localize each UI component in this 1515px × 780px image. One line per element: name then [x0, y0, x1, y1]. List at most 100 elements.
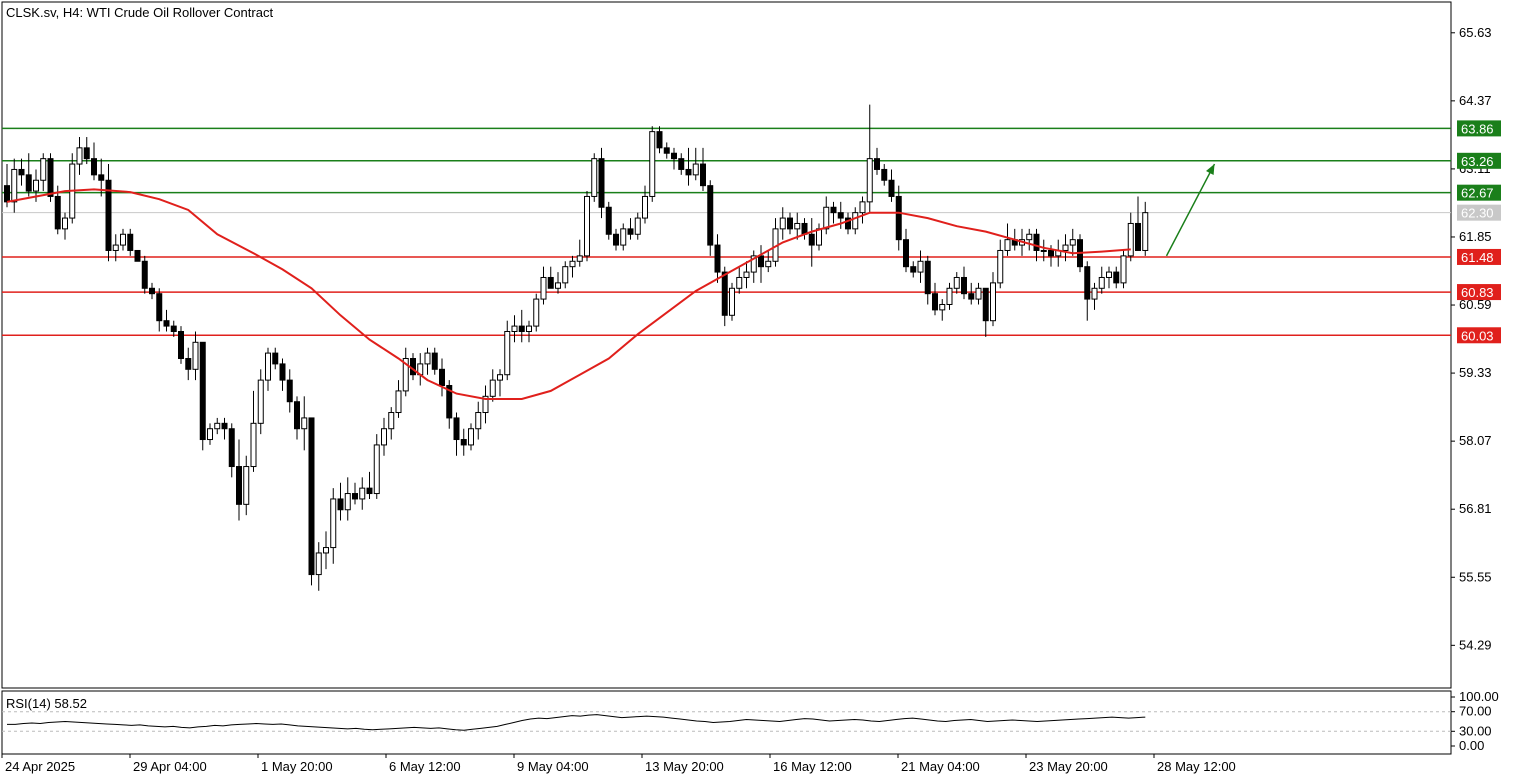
candle-body-bull	[192, 341, 199, 370]
candle-body-bear	[431, 352, 438, 370]
candle	[736, 266, 743, 294]
candle	[504, 320, 511, 381]
rsi-tick-label: 30.00	[1459, 723, 1492, 738]
resistance-level-tag	[1457, 120, 1501, 137]
candle	[961, 266, 967, 300]
candle	[866, 104, 873, 213]
candle-body-bull	[424, 352, 431, 365]
candle-body-bear	[18, 168, 25, 176]
candle	[526, 320, 532, 343]
candle	[649, 126, 656, 202]
candle	[1040, 239, 1047, 262]
candle	[192, 331, 199, 381]
candle	[750, 250, 757, 283]
candle-body-bull	[953, 276, 960, 289]
candle-body-bull	[765, 260, 772, 268]
candle-body-bear	[272, 352, 279, 365]
candle-body-bull	[373, 444, 380, 495]
candle	[76, 137, 83, 175]
last-price-tag	[1457, 204, 1501, 221]
candle	[656, 126, 663, 154]
candle	[315, 542, 322, 591]
candle-body-bull	[569, 260, 576, 268]
candle-body-bear	[714, 244, 721, 273]
candle-body-bear	[598, 158, 605, 208]
candle-body-bear	[663, 147, 670, 154]
resistance-level-tag-label: 63.26	[1461, 154, 1494, 169]
x-tick-label: 28 May 12:00	[1157, 759, 1236, 774]
candle	[439, 358, 445, 397]
candle	[91, 142, 97, 181]
candle-body-bear	[924, 260, 931, 295]
candle-body-bear	[932, 293, 938, 311]
candle	[584, 191, 590, 262]
resistance-level-tag-label: 63.86	[1461, 121, 1494, 136]
candle	[555, 272, 561, 294]
candle-body-bull	[859, 201, 866, 214]
candle-body-bear	[671, 152, 677, 160]
candle	[156, 288, 163, 332]
candle-body-bear	[170, 325, 177, 332]
candle	[337, 482, 344, 521]
candle-body-bear	[460, 439, 467, 446]
candle	[344, 477, 351, 521]
candle-body-bull	[1106, 271, 1112, 278]
candle	[250, 390, 257, 472]
candle-body-bear	[837, 212, 844, 219]
candle-body-bear	[1135, 222, 1141, 251]
price-pane[interactable]	[1, 1, 1452, 689]
candle-body-bear	[4, 185, 10, 203]
candle-body-bull	[489, 379, 496, 397]
candle-body-bear	[678, 158, 685, 170]
candle	[518, 309, 525, 343]
candle	[743, 261, 750, 289]
candle-body-bear	[105, 179, 112, 251]
y-tick-label: 60.59	[1459, 297, 1492, 312]
candle-body-bear	[47, 158, 54, 197]
candle	[214, 417, 221, 435]
candle-body-bull	[1062, 244, 1069, 251]
candle	[685, 147, 692, 186]
rsi-line	[7, 714, 1146, 731]
candle-body-bull	[250, 422, 257, 468]
candle-body-bear	[758, 255, 764, 268]
candle-body-bull	[1091, 287, 1098, 300]
candle	[627, 218, 634, 240]
candle-body-bear	[352, 493, 358, 500]
price-axis[interactable]: 65.6364.3763.1161.8560.5959.3358.0756.81…	[1451, 25, 1492, 653]
candle-body-bull	[381, 428, 387, 446]
candle	[721, 266, 728, 327]
candle-body-bear	[707, 185, 714, 246]
candle-body-bear	[91, 158, 97, 176]
candle	[953, 272, 960, 294]
candle	[1026, 228, 1033, 251]
candle	[149, 282, 155, 300]
x-tick-label: 13 May 20:00	[645, 759, 724, 774]
candle	[69, 153, 76, 224]
candle	[729, 282, 735, 321]
candle-body-bear	[163, 320, 170, 327]
candle-body-bear	[700, 163, 706, 187]
candle	[25, 153, 32, 197]
candle	[468, 423, 474, 451]
candle	[294, 396, 300, 440]
candle-body-bear	[236, 466, 242, 505]
candle	[888, 169, 895, 202]
candle	[286, 369, 293, 413]
rsi-pane[interactable]	[1, 690, 1452, 755]
candle-body-bull	[649, 131, 656, 197]
candle	[692, 147, 699, 181]
candle	[323, 531, 329, 570]
candle-body-bear	[337, 498, 344, 511]
time-axis[interactable]: 24 Apr 2025 29 Apr 04:00 1 May 20:00 6 May …	[1, 754, 1236, 774]
candle-body-bull	[576, 255, 583, 262]
candle-body-bear	[410, 358, 416, 376]
candle-body-bear	[127, 233, 134, 251]
candle-body-bear	[83, 147, 90, 160]
candle	[54, 185, 61, 235]
candle	[642, 185, 648, 224]
candle-body-bull	[1004, 239, 1011, 251]
candle	[112, 234, 119, 262]
candle-body-bull	[620, 228, 627, 246]
